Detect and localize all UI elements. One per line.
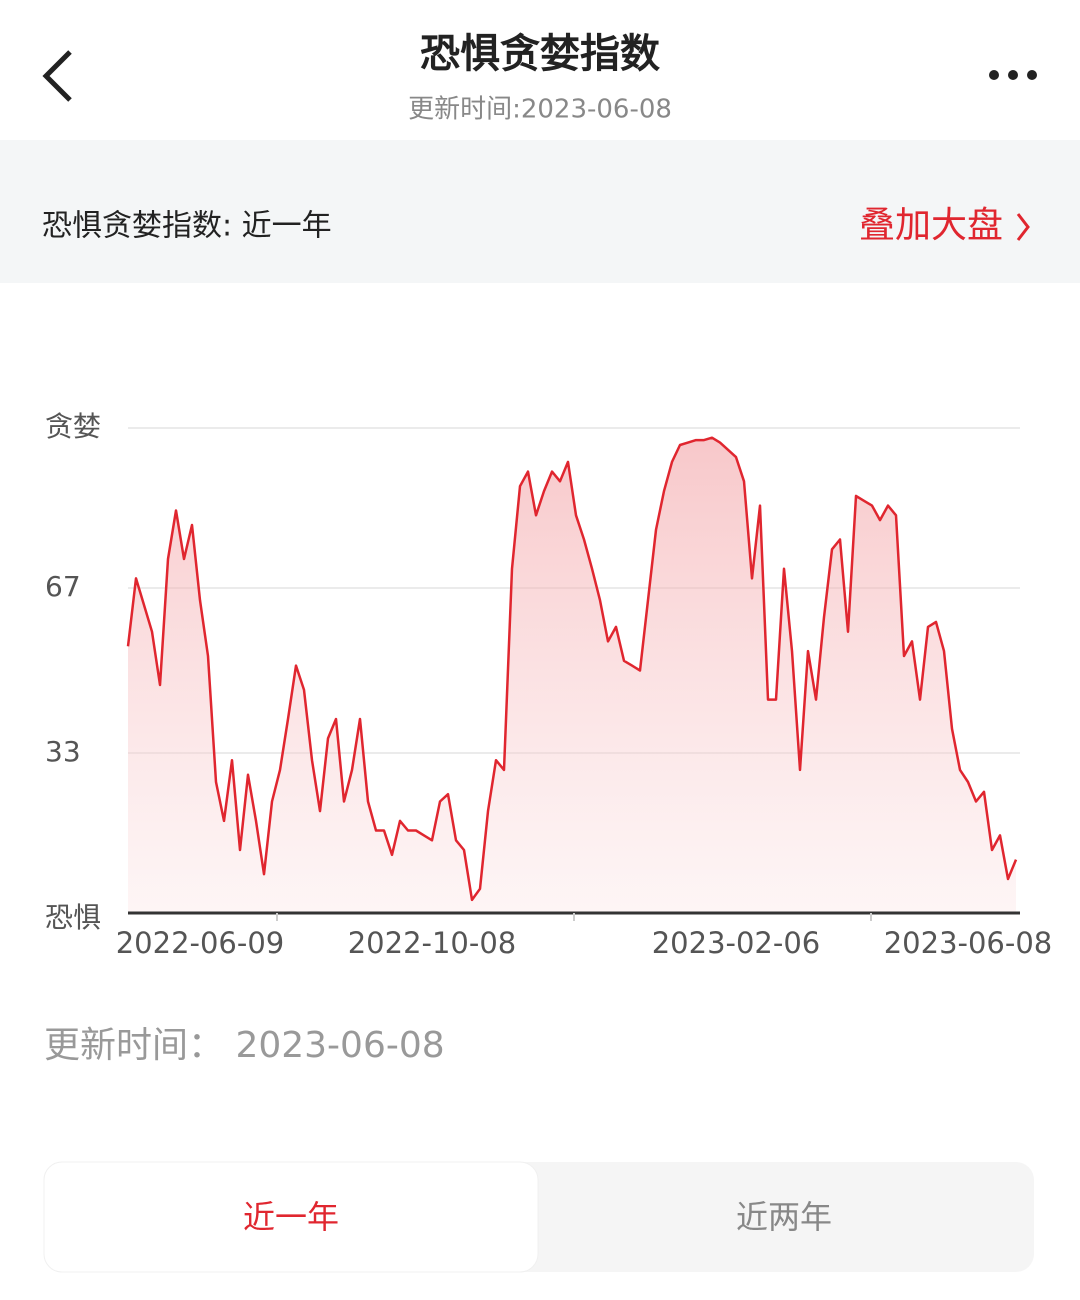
y-tick-label: 恐惧 — [45, 901, 101, 934]
more-button[interactable] — [989, 70, 1037, 80]
x-tick-label: 2022-06-09 — [116, 926, 285, 960]
x-tick-label: 2023-02-06 — [652, 926, 821, 960]
section-bar — [0, 140, 1080, 283]
area-fill — [128, 437, 1016, 913]
x-tick-label: 2023-06-08 — [884, 926, 1053, 960]
x-tick-label: 2022-10-08 — [348, 926, 517, 960]
y-tick-label: 贪婪 — [45, 410, 101, 443]
y-tick-label: 33 — [45, 735, 81, 768]
section-label: 恐惧贪婪指数: 近一年 — [42, 209, 332, 244]
page-subtitle: 更新时间:2023-06-08 — [408, 95, 672, 125]
tab[interactable]: 近两年 — [736, 1198, 832, 1236]
chevron — [1016, 213, 1030, 241]
tab-active-bg — [43, 1161, 539, 1273]
update-time: 更新时间： 2023-06-08 — [44, 1025, 445, 1066]
tab[interactable]: 近一年 — [243, 1198, 339, 1236]
y-tick-label: 67 — [45, 570, 81, 603]
chart: 恐惧 33 67 贪婪 2022-06-09 2022-10-08 2023-02-06 20… — [45, 410, 1052, 960]
line — [126, 436, 1018, 902]
page-title: 恐惧贪婪指数 — [420, 31, 660, 77]
overlay-button[interactable]: 叠加大盘 — [859, 205, 1003, 246]
back-button[interactable] — [42, 50, 72, 102]
